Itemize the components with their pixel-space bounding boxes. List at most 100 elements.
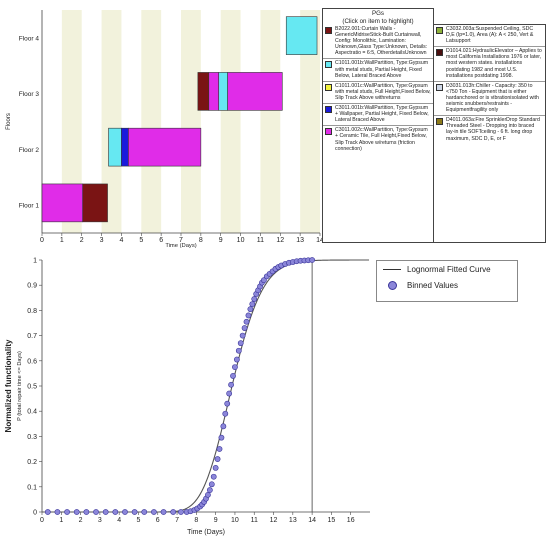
y-axis-subtitle: P (total repair time <= Days) <box>17 351 23 421</box>
gantt-bar[interactable] <box>208 72 220 111</box>
x-tick-label: 14 <box>308 517 316 524</box>
binned-value-point <box>249 301 256 307</box>
legend-item-label: D4011.063a:Fire SprinklerDrop Standard T… <box>446 117 540 142</box>
legend-item-c1011c[interactable]: C1011.001c:WallPartition, Type:Gypsum wi… <box>323 82 433 105</box>
y-tick-label: 0.3 <box>27 434 37 441</box>
binned-value-point <box>226 390 233 397</box>
x-tick-label: 15 <box>328 517 336 524</box>
binned-value-point <box>170 509 177 515</box>
legend-item-c3032[interactable]: C3032.003a:Suspended Ceiling, SDC D,E (I… <box>434 25 545 48</box>
y-tick-label: 0.8 <box>27 308 37 315</box>
binned-value-point <box>260 277 267 284</box>
binned-value-point <box>122 509 128 515</box>
binned-value-point <box>210 473 217 480</box>
day-band <box>61 10 82 233</box>
legend-item-label: D3031.013h:Chiller - Capacity: 350 to <7… <box>446 82 539 114</box>
x-tick-label: 10 <box>231 517 239 524</box>
y-tick-label: 0.6 <box>27 358 37 365</box>
legend-item-c3011[interactable]: C3011.002c:WallPartition, Type:Gypsum + … <box>323 126 433 153</box>
x-tick-label: 13 <box>289 517 297 524</box>
day-band <box>181 10 201 233</box>
binned-value-point <box>54 509 61 515</box>
legend-item-label: C3032.003a:Suspended Ceiling, SDC D,E (I… <box>446 26 534 45</box>
x-tick-label: 14 <box>316 237 322 244</box>
binned-value-point <box>228 381 234 388</box>
x-tick-label: 6 <box>156 517 160 524</box>
gantt-bar[interactable] <box>197 72 210 111</box>
binned-value-point <box>247 306 254 313</box>
x-tick-label: 3 <box>100 237 104 244</box>
binned-value-point <box>216 446 223 452</box>
binned-value-point <box>44 509 51 515</box>
y-tick-label: 0.4 <box>27 409 37 416</box>
gantt-bar[interactable] <box>82 183 108 223</box>
gantt-bar[interactable] <box>218 72 228 111</box>
legend-item-label: C1011.001b:WallPartition, Type:Gypsum wi… <box>335 60 429 79</box>
binned-value-point <box>212 464 219 471</box>
y-axis-title: Floors <box>6 113 12 130</box>
fitted-curve-line <box>42 259 370 513</box>
x-tick-label: 13 <box>296 237 304 244</box>
x-tick-label: 8 <box>199 237 203 244</box>
legend-swatch <box>436 27 443 34</box>
functionality-recovery-chart: 0 1 2 3 4 5 6 7 8 9 10 11 12 13 14 15 1600.10.20.30.40.5… <box>4 257 370 536</box>
x-tick-label: 2 <box>80 237 84 244</box>
binned-value-point <box>178 509 184 515</box>
gantt-bar[interactable] <box>41 183 84 223</box>
x-tick-label: 3 <box>98 517 102 524</box>
legend-item-c3011b[interactable]: C3011.001b:WallPartition, Type:Gypsum + … <box>323 104 433 127</box>
binned-value-point <box>309 257 316 263</box>
pgs-legend-panel: PGs (Click on item to highlight) B2022.0… <box>322 8 434 243</box>
binned-value-point <box>112 509 119 515</box>
legend-item-d3031[interactable]: D3031.013h:Chiller - Capacity: 350 to <7… <box>434 82 545 117</box>
binned-value-point <box>214 456 221 462</box>
legend-item-label: C1011.001c:WallPartition, Type:Gypsum wi… <box>335 82 431 101</box>
y-tick-label: 1 <box>33 258 37 265</box>
x-tick-label: 7 <box>175 517 179 524</box>
x-tick-label: 12 <box>276 237 284 244</box>
y-axis-title: Normalized functionality <box>4 339 13 432</box>
floor-label: Floor 4 <box>19 35 40 42</box>
binned-value-point <box>241 325 248 331</box>
legend-swatch <box>325 106 332 114</box>
y-tick-label: 0 <box>33 510 37 517</box>
legend-swatch <box>436 83 443 91</box>
gantt-bar[interactable] <box>121 127 129 167</box>
legend-item-b2022[interactable]: B2022.001:Curtain Walls - GenericMidrise… <box>323 25 433 60</box>
pgs-legend-panel-continued: C3032.003a:Suspended Ceiling, SDC D,E (I… <box>434 24 546 243</box>
gantt-bar[interactable] <box>108 127 122 167</box>
legend-item-c1011[interactable]: C1011.001b:WallPartition, Type:Gypsum wi… <box>323 59 433 82</box>
legend-item-label: B2022.001:Curtain Walls - GenericMidrise… <box>335 26 428 57</box>
day-band <box>141 10 162 233</box>
floor-label: Floor 1 <box>19 203 40 210</box>
y-tick-label: 0.5 <box>27 384 37 391</box>
binned-value-point <box>102 509 109 515</box>
legend-label-fitted-curve: Lognormal Fitted Curve <box>407 264 491 274</box>
binned-value-point <box>243 318 250 325</box>
x-tick-label: 1 <box>59 517 63 524</box>
x-tick-label: 0 <box>40 517 44 524</box>
fit-legend: Lognormal Fitted Curve Binned Values <box>376 260 518 302</box>
legend-item-d1014[interactable]: D1014.021:HydraulicElevator – Applies to… <box>434 47 545 82</box>
legend-label-binned-values: Binned Values <box>407 280 458 290</box>
binned-value-point <box>220 423 227 430</box>
x-tick-label: 1 <box>60 237 64 244</box>
legend-item-d4011[interactable]: D4011.063a:Fire SprinklerDrop Standard T… <box>434 116 545 143</box>
binned-value-point <box>208 481 215 488</box>
binned-value-point <box>251 296 258 302</box>
x-tick-label: 11 <box>257 237 264 244</box>
binned-value-point <box>205 491 211 498</box>
gantt-bar[interactable] <box>285 16 318 55</box>
floor-label: Floor 2 <box>19 147 40 154</box>
x-tick-label: 2 <box>79 517 83 524</box>
gantt-bar[interactable] <box>128 127 202 167</box>
binned-value-point <box>83 509 90 515</box>
gantt-bar[interactable] <box>227 72 283 111</box>
legend-item-label: C3011.002c:WallPartition, Type:Gypsum + … <box>335 127 428 152</box>
x-tick-label: 4 <box>117 517 121 524</box>
legend-item-label: D1014.021:HydraulicElevator – Applies to… <box>446 48 542 79</box>
binned-value-point <box>235 347 242 354</box>
legend-swatch <box>325 128 332 136</box>
binned-value-point <box>206 487 213 493</box>
x-tick-label: 6 <box>159 237 163 244</box>
